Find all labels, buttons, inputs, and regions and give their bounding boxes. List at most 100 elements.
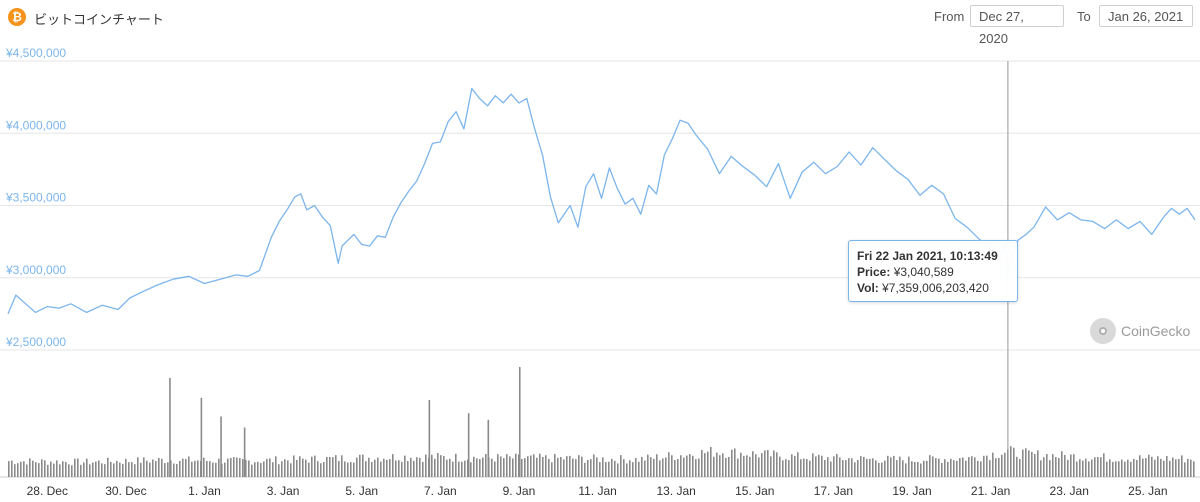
volume-bar: [443, 455, 445, 477]
x-tick-label: 5. Jan: [345, 484, 378, 498]
volume-bar: [953, 460, 955, 477]
volume-bar: [1055, 457, 1057, 477]
volume-bar: [836, 453, 838, 477]
volume-bar: [392, 454, 394, 477]
volume-bar: [1013, 447, 1015, 477]
volume-bar: [314, 455, 316, 477]
volume-bar: [98, 460, 100, 477]
volume-bar: [680, 455, 682, 477]
volume-bar: [791, 454, 793, 477]
x-tick-label: 3. Jan: [267, 484, 300, 498]
volume-bar: [311, 456, 313, 477]
volume-bar: [521, 458, 523, 477]
volume-bar: [251, 464, 253, 477]
volume-bar: [116, 460, 118, 477]
volume-bar: [227, 458, 229, 477]
volume-bar: [704, 453, 706, 477]
volume-bar: [1010, 446, 1012, 477]
volume-bar: [1094, 457, 1096, 477]
volume-bar: [1040, 460, 1042, 477]
volume-bar: [1061, 451, 1063, 477]
volume-bar: [848, 458, 850, 477]
volume-bar: [203, 457, 205, 477]
volume-bar: [1004, 452, 1006, 477]
volume-bar: [302, 458, 304, 477]
volume-bar: [869, 458, 871, 477]
volume-bar: [284, 459, 286, 477]
volume-bar: [956, 460, 958, 477]
watermark-text: CoinGecko: [1121, 323, 1191, 339]
volume-bar: [464, 460, 466, 477]
volume-bar: [770, 456, 772, 477]
volume-bar: [1073, 454, 1075, 477]
volume-bar: [752, 451, 754, 477]
volume-bar: [113, 463, 115, 477]
volume-bar: [959, 458, 961, 477]
volume-bar: [536, 457, 538, 477]
volume-spike: [220, 416, 222, 477]
x-tick-label: 15. Jan: [735, 484, 774, 498]
volume-bar: [908, 456, 910, 477]
volume-bar: [479, 459, 481, 477]
volume-bar: [293, 455, 295, 477]
volume-bar: [38, 463, 40, 477]
volume-bar: [209, 461, 211, 477]
volume-bar: [86, 458, 88, 477]
volume-bar: [644, 460, 646, 477]
volume-bar: [494, 461, 496, 477]
volume-bar: [470, 462, 472, 477]
volume-bar: [797, 452, 799, 477]
volume-bar: [608, 461, 610, 477]
volume-bar: [617, 463, 619, 477]
volume-bar: [119, 462, 121, 477]
volume-bar: [1076, 461, 1078, 477]
volume-bar: [860, 456, 862, 477]
volume-spike: [169, 378, 171, 477]
volume-bar: [368, 457, 370, 477]
volume-bar: [137, 457, 139, 477]
volume-bar: [782, 460, 784, 477]
chart-title: ビットコインチャート: [34, 12, 164, 27]
volume-bar: [350, 462, 352, 477]
volume-bar: [929, 455, 931, 477]
volume-bar: [233, 457, 235, 477]
volume-bar: [416, 457, 418, 477]
volume-bar: [1127, 459, 1129, 477]
volume-bar: [215, 462, 217, 477]
volume-bar: [89, 464, 91, 477]
volume-bar: [242, 459, 244, 477]
volume-bar: [407, 461, 409, 477]
volume-bar: [164, 463, 166, 477]
volume-bar: [827, 457, 829, 477]
volume-bar: [92, 462, 94, 477]
volume-bar: [446, 459, 448, 477]
price-tooltip: Fri 22 Jan 2021, 10:13:49 Price: ¥3,040,…: [848, 240, 1018, 302]
volume-bar: [596, 457, 598, 477]
volume-bar: [674, 460, 676, 477]
volume-bar: [317, 461, 319, 477]
volume-bar: [101, 463, 103, 477]
volume-bar: [572, 458, 574, 477]
volume-bar: [1112, 461, 1114, 477]
volume-bar: [548, 458, 550, 477]
from-date-input[interactable]: Dec 27, 2020: [970, 5, 1064, 46]
volume-bar: [296, 459, 298, 477]
volume-bar: [1118, 461, 1120, 477]
volume-bar: [452, 461, 454, 477]
volume-bar: [323, 462, 325, 477]
volume-bar: [1091, 459, 1093, 477]
volume-bar: [431, 454, 433, 477]
volume-spike: [243, 427, 246, 477]
volume-bar: [26, 464, 28, 477]
volume-bar: [491, 458, 493, 477]
volume-bar: [497, 454, 499, 477]
volume-bar: [146, 460, 148, 477]
volume-bar: [8, 461, 10, 477]
volume-bar: [104, 464, 106, 477]
volume-bar: [29, 458, 31, 477]
volume-bar: [1193, 461, 1195, 477]
volume-bar: [77, 458, 79, 477]
volume-bar: [326, 456, 328, 477]
to-date-input[interactable]: Jan 26, 2021: [1099, 5, 1193, 27]
